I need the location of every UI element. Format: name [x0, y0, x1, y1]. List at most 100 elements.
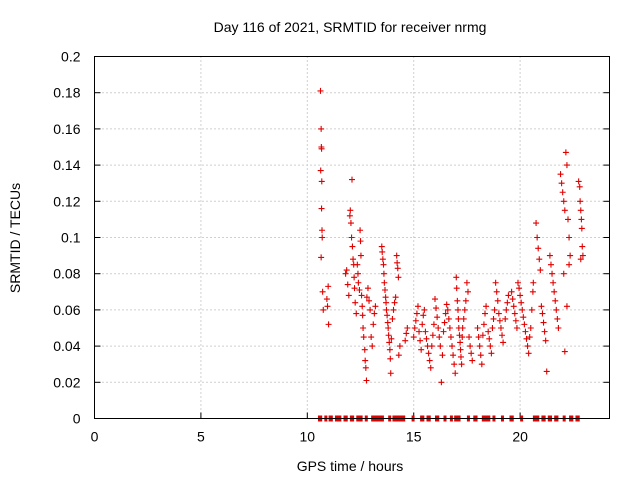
x-axis-label: GPS time / hours: [297, 458, 404, 474]
data-point: [385, 332, 392, 339]
data-point: [457, 346, 464, 353]
data-point: [554, 315, 561, 322]
data-point: [524, 343, 531, 350]
data-point: [342, 270, 349, 277]
data-point: [487, 343, 494, 350]
data-point: [560, 198, 567, 205]
plot-frame: [94, 56, 610, 419]
data-point: [560, 270, 567, 277]
data-point: [379, 256, 386, 263]
data-point: [419, 321, 426, 328]
data-point: [402, 337, 409, 344]
data-point: [352, 299, 359, 306]
data-point: [468, 350, 475, 357]
data-point: [353, 310, 360, 317]
data-point: [550, 279, 557, 286]
data-point: [534, 234, 541, 241]
data-point: [528, 306, 535, 313]
data-point: [422, 328, 429, 335]
data-point: [562, 149, 569, 156]
data-point: [351, 285, 358, 292]
data-point: [385, 325, 392, 331]
data-point: [475, 334, 482, 341]
x-tick-label: 5: [197, 429, 205, 445]
y-tick-label: 0.1: [61, 230, 81, 246]
data-point: [523, 335, 530, 342]
data-point: [362, 357, 369, 364]
data-point: [380, 270, 387, 277]
data-point: [436, 334, 443, 341]
data-point: [346, 212, 353, 219]
data-point: [577, 256, 584, 263]
data-point: [430, 321, 437, 328]
x-tick-label: 0: [91, 429, 99, 445]
data-point: [578, 216, 585, 223]
data-point: [435, 325, 442, 331]
x-tick-label: 20: [512, 429, 528, 445]
data-point: [351, 274, 358, 281]
data-point: [414, 303, 421, 310]
data-point: [486, 335, 493, 342]
data-point: [464, 288, 471, 295]
data-point: [454, 306, 461, 313]
data-point: [551, 288, 558, 295]
data-point: [371, 310, 378, 317]
data-point: [437, 343, 444, 350]
data-point: [513, 325, 520, 331]
data-point: [354, 270, 361, 277]
data-point: [445, 315, 452, 322]
data-point: [557, 171, 564, 178]
data-point: [514, 279, 521, 286]
y-tick-label: 0.16: [53, 121, 80, 137]
data-point: [392, 294, 399, 301]
data-point: [469, 357, 476, 364]
data-point: [500, 339, 507, 346]
data-point: [565, 216, 572, 223]
data-point: [449, 343, 456, 350]
data-point: [503, 306, 510, 313]
data-point: [355, 279, 362, 286]
data-point: [517, 292, 524, 299]
data-point: [494, 297, 501, 304]
data-point: [529, 288, 536, 295]
data-point: [579, 252, 586, 259]
data-point: [537, 267, 544, 274]
data-point: [527, 325, 534, 331]
chart-title: Day 116 of 2021, SRMTID for receiver nrm…: [214, 19, 487, 35]
data-point: [360, 334, 367, 341]
data-point: [443, 301, 450, 308]
data-point: [394, 265, 401, 272]
data-point: [359, 312, 366, 319]
data-point: [380, 261, 387, 268]
data-point: [512, 317, 519, 324]
y-tick-label: 0.12: [53, 193, 80, 209]
data-point: [325, 321, 332, 328]
data-point: [318, 145, 325, 152]
data-point: [575, 178, 582, 185]
data-point: [521, 321, 528, 328]
data-point: [459, 325, 466, 331]
data-point: [427, 364, 434, 371]
data-point: [495, 310, 502, 317]
data-point: [460, 315, 467, 322]
data-point: [384, 319, 391, 326]
data-point: [417, 337, 424, 344]
data-point: [381, 279, 388, 286]
y-tick-label: 0.14: [53, 157, 80, 173]
data-point: [440, 328, 447, 335]
data-point: [553, 306, 560, 313]
y-tick-label: 0.04: [53, 338, 80, 354]
data-point: [383, 306, 390, 313]
data-point: [317, 167, 324, 174]
data-point: [318, 254, 325, 261]
data-point: [463, 279, 470, 286]
data-point: [561, 348, 568, 355]
data-point: [492, 279, 499, 286]
data-point: [457, 353, 464, 360]
data-point: [447, 334, 454, 341]
data-point: [539, 310, 546, 317]
data-point: [561, 207, 568, 214]
data-point: [490, 315, 497, 322]
data-point: [423, 335, 430, 342]
